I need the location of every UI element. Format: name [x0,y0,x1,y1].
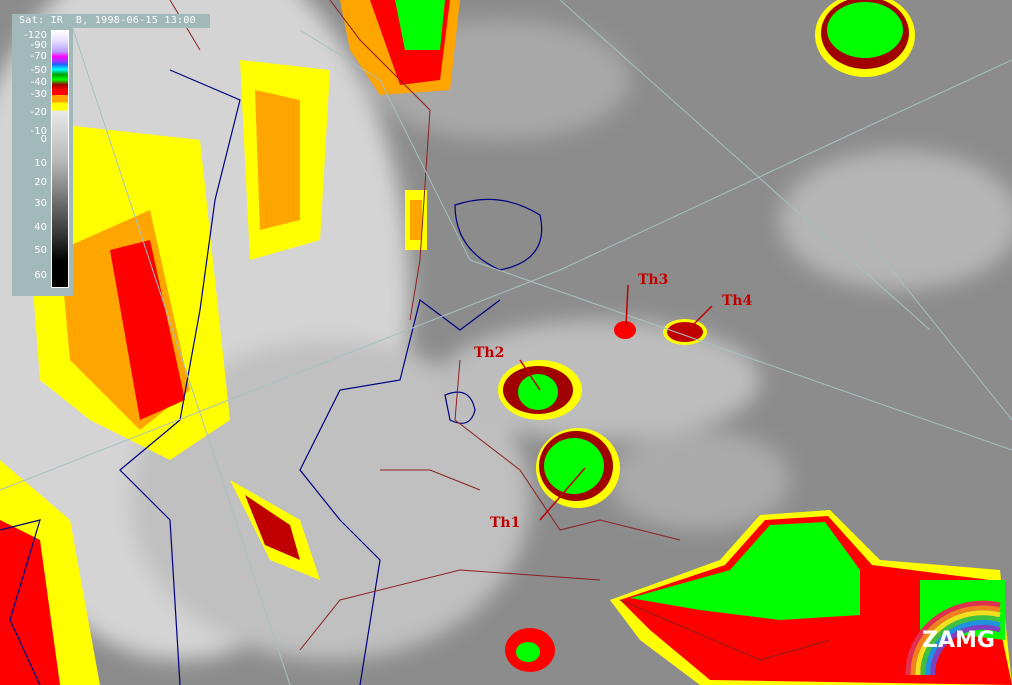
legend-tick: -70 [30,51,47,62]
legend-tick: -20 [30,107,47,118]
legend-tick: -10 [30,126,47,137]
coastlines [0,69,543,685]
legend-tick: 60 [34,270,47,281]
legend-tick: -40 [30,77,47,88]
legend-tick: 40 [34,222,47,233]
legend-tick: -30 [30,89,47,100]
zamg-logo-text: ZAMG [922,628,995,653]
legend-tick: -90 [30,40,47,51]
image-title: Sat: IR B, 1998-06-15 13:00 [12,14,210,28]
legend-tick: 10 [34,158,47,169]
annotation-th2: Th2 [474,345,505,361]
legend-tick: 20 [34,177,47,188]
legend-tick: 30 [34,198,47,209]
legend-tick: 50 [34,245,47,256]
temperature-legend: -120 -90 -70 -50 -40 -30 -20 -10 0 10 20… [12,28,73,296]
legend-tick: -50 [30,65,47,76]
annotation-th3: Th3 [638,272,669,288]
zamg-rainbow-logo [905,600,1001,675]
annotation-leaders [519,284,713,521]
annotation-th4: Th4 [722,293,753,309]
color-scale-bar [51,30,69,288]
annotation-th1: Th1 [490,515,521,531]
legend-tick: 0 [40,134,47,145]
legend-tick: -120 [24,30,47,41]
